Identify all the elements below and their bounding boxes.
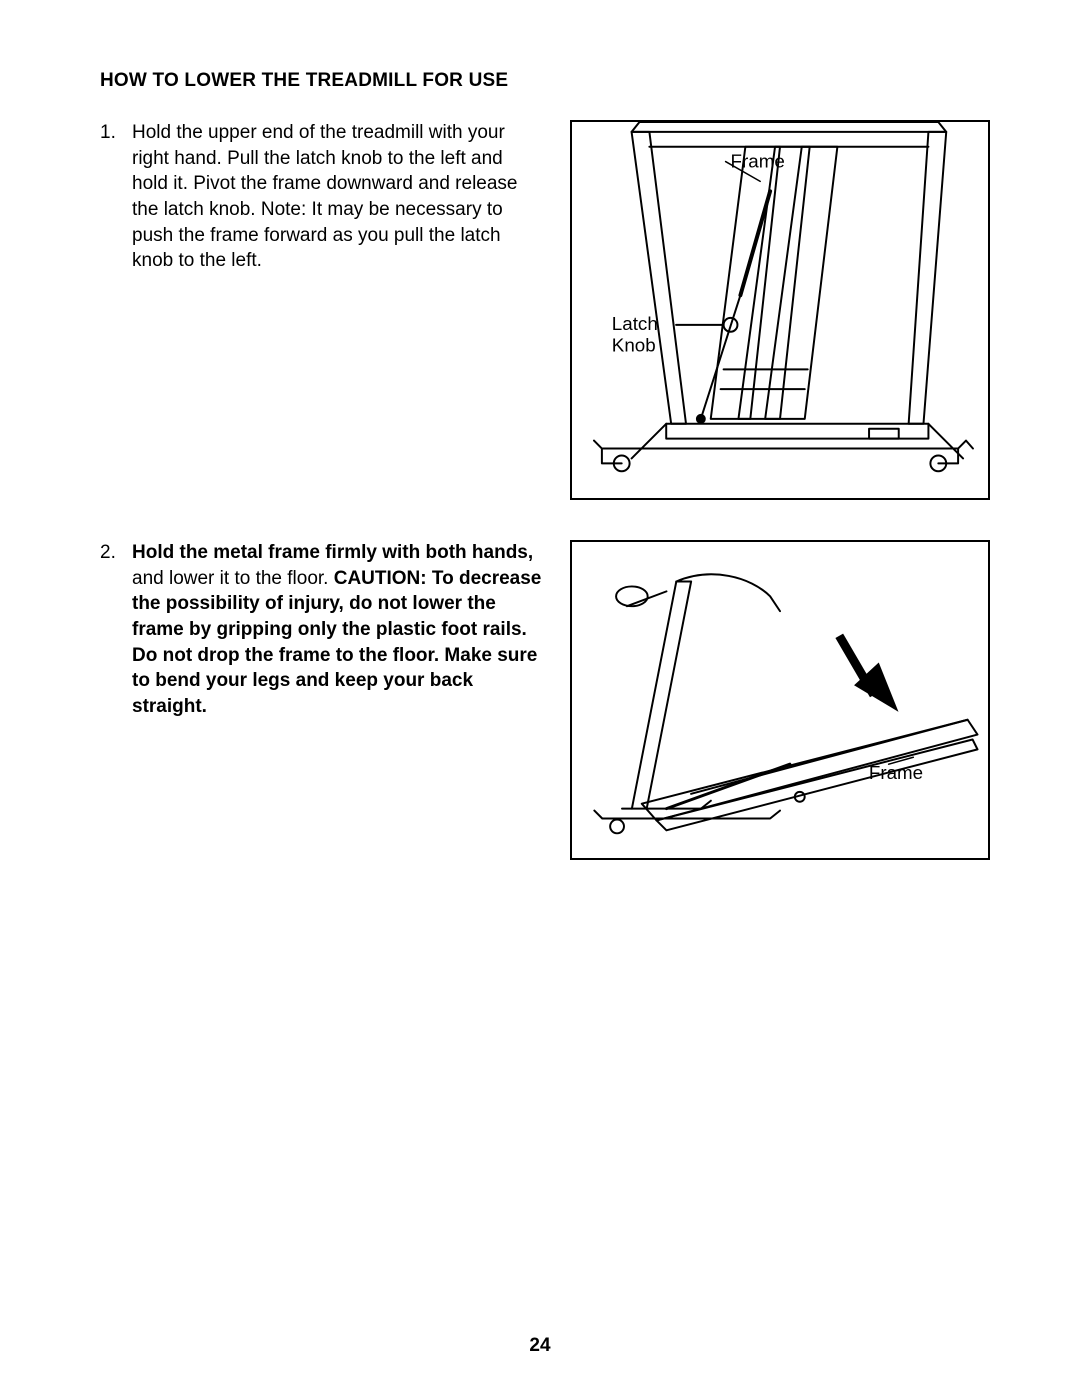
figure-1-box: Frame Latch Knob [570,120,990,500]
step-1-text: Hold the upper end of the treadmill with… [132,120,542,274]
figure-2-box: Frame [570,540,990,860]
down-arrow-icon [839,636,898,712]
step-2-row: 2. Hold the metal frame firmly with both… [100,540,990,860]
treadmill-folded-diagram: Frame Latch Knob [572,122,988,498]
figure-1-latch-label-line2: Knob [612,335,656,356]
section-heading: HOW TO LOWER THE TREADMILL FOR USE [100,70,990,92]
manual-page: HOW TO LOWER THE TREADMILL FOR USE 1. Ho… [0,0,1080,1397]
page-number: 24 [0,1335,1080,1357]
step-2-item: 2. Hold the metal frame firmly with both… [100,540,542,719]
treadmill-lowering-diagram: Frame [572,542,988,858]
step-1-row: 1. Hold the upper end of the treadmill w… [100,120,990,500]
step-2-text: Hold the metal frame firmly with both ha… [132,540,542,719]
step-2-mid: and lower it to the floor. [132,568,334,589]
figure-2-column: Frame [570,540,990,860]
figure-2-frame-label: Frame [869,762,923,783]
step-2-bold-rest: CAUTION: To decrease the possibility of … [132,568,541,717]
step-2-bold-lead: Hold the metal frame firmly with both ha… [132,542,533,563]
step-1-item: 1. Hold the upper end of the treadmill w… [100,120,542,274]
figure-1-frame-label: Frame [731,151,785,172]
step-1-number: 1. [100,120,122,274]
figure-1-latch-label-line1: Latch [612,313,658,334]
figure-1-column: Frame Latch Knob [570,120,990,500]
step-2-number: 2. [100,540,122,719]
step-1-text-column: 1. Hold the upper end of the treadmill w… [100,120,542,274]
step-2-text-column: 2. Hold the metal frame firmly with both… [100,540,542,719]
